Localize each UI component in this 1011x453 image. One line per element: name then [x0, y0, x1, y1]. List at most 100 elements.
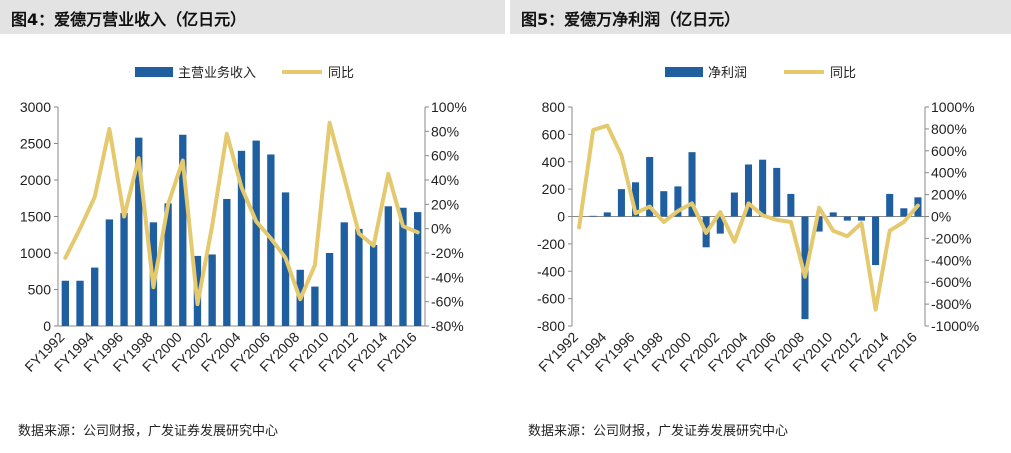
yoy-point — [705, 232, 707, 234]
yoy-point — [108, 128, 110, 130]
bar — [384, 206, 392, 326]
left-tick-label: -600 — [537, 291, 565, 307]
bar — [773, 167, 781, 217]
yoy-point — [649, 206, 651, 208]
bar — [759, 159, 767, 217]
bar — [179, 134, 187, 326]
bar — [61, 280, 70, 326]
yoy-point — [875, 309, 877, 311]
chart-title-bar: 图5：爱德万净利润（亿日元） — [510, 0, 1011, 34]
yoy-point — [270, 237, 272, 239]
bar — [857, 216, 865, 221]
bar — [164, 203, 172, 326]
yoy-point — [255, 220, 257, 222]
yoy-point — [691, 202, 693, 204]
yoy-point — [776, 219, 778, 221]
bar — [252, 140, 260, 326]
bar — [716, 216, 724, 234]
legend-line-label: 同比 — [328, 65, 354, 80]
yoy-point — [733, 241, 735, 243]
bar — [660, 191, 668, 217]
right-tick-label: 60% — [431, 148, 459, 164]
yoy-point — [299, 298, 301, 300]
left-tick-label: 400 — [542, 154, 566, 170]
legend-bar-label: 净利润 — [708, 65, 747, 80]
right-tick-label: 600% — [931, 143, 967, 159]
yoy-point — [94, 196, 96, 198]
yoy-point — [79, 228, 81, 230]
left-tick-label: -400 — [537, 263, 565, 279]
yoy-point — [373, 245, 375, 247]
right-tick-label: -1000% — [931, 318, 979, 334]
yoy-point — [606, 125, 608, 127]
right-tick-label: 80% — [431, 123, 459, 139]
right-tick-label: -60% — [431, 294, 464, 310]
bar — [829, 212, 837, 217]
right-tick-label: 800% — [931, 121, 967, 137]
chart-title: 图5：爱德万净利润（亿日元） — [521, 10, 741, 29]
yoy-point — [889, 230, 891, 232]
yoy-point — [387, 173, 389, 175]
bar — [886, 193, 894, 217]
bar — [744, 164, 753, 217]
yoy-point — [226, 133, 228, 135]
legend: 主营业务收入 同比 — [135, 65, 354, 80]
yoy-point — [592, 129, 594, 131]
yoy-point — [846, 235, 848, 237]
bar — [355, 228, 363, 326]
right-tick-label: -20% — [431, 245, 464, 261]
right-tick-label: 20% — [431, 196, 459, 212]
bar — [900, 208, 908, 217]
bar — [815, 216, 823, 232]
yoy-point — [719, 211, 721, 213]
yoy-point — [182, 160, 184, 162]
legend-bar-label: 主营业务收入 — [178, 65, 256, 80]
bar — [674, 186, 682, 217]
left-tick-label: 2500 — [20, 136, 51, 152]
legend-bar-swatch — [135, 67, 173, 77]
left-tick-label: 600 — [542, 126, 566, 142]
yoy-point — [152, 286, 154, 288]
yoy-point — [790, 221, 792, 223]
bar — [325, 253, 334, 326]
bar — [603, 212, 611, 217]
bar — [237, 150, 246, 326]
bar — [369, 244, 378, 326]
yoy-line — [577, 123, 920, 312]
bar — [120, 212, 128, 326]
bar — [589, 215, 597, 217]
right-tick-label: -80% — [431, 318, 464, 334]
revenue-chart: 主营业务收入 同比 0 500 1000 1500 2000 2500 3000 -80% -60%… — [20, 65, 467, 375]
left-tick-label: -800 — [537, 318, 565, 334]
bar — [646, 156, 654, 217]
bar — [91, 267, 99, 326]
yoy-point — [832, 230, 834, 232]
right-tick-label: -800% — [931, 296, 971, 312]
yoy-point — [903, 221, 905, 223]
legend: 净利润 同比 — [665, 65, 856, 80]
bar — [311, 286, 319, 326]
bar — [340, 222, 348, 326]
bar — [872, 216, 880, 266]
bar — [135, 137, 143, 326]
left-tick-label: 1000 — [20, 245, 51, 261]
left-tick-label: -200 — [537, 236, 565, 252]
bar — [632, 182, 640, 217]
yoy-point — [578, 226, 580, 228]
yoy-point — [417, 231, 419, 233]
net-profit-chart: 净利润 同比 -800 -600 -400 -200 0 200 400 600 800 -1000%… — [535, 65, 979, 375]
right-tick-label: 400% — [931, 165, 967, 181]
legend-bar-swatch — [665, 67, 703, 77]
yoy-point — [329, 122, 331, 124]
bar — [208, 254, 216, 326]
yoy-point — [123, 216, 125, 217]
yoy-point — [241, 186, 242, 188]
right-tick-label: 100% — [431, 99, 467, 115]
left-tick-label: 3000 — [20, 99, 51, 115]
left-tick-label: 500 — [28, 282, 52, 298]
yoy-point — [314, 264, 316, 266]
right-tick-label: 1000% — [931, 99, 975, 115]
yoy-point — [860, 222, 862, 224]
chart-title-bar: 图4：爱德万营业收入（亿日元） — [0, 0, 505, 34]
